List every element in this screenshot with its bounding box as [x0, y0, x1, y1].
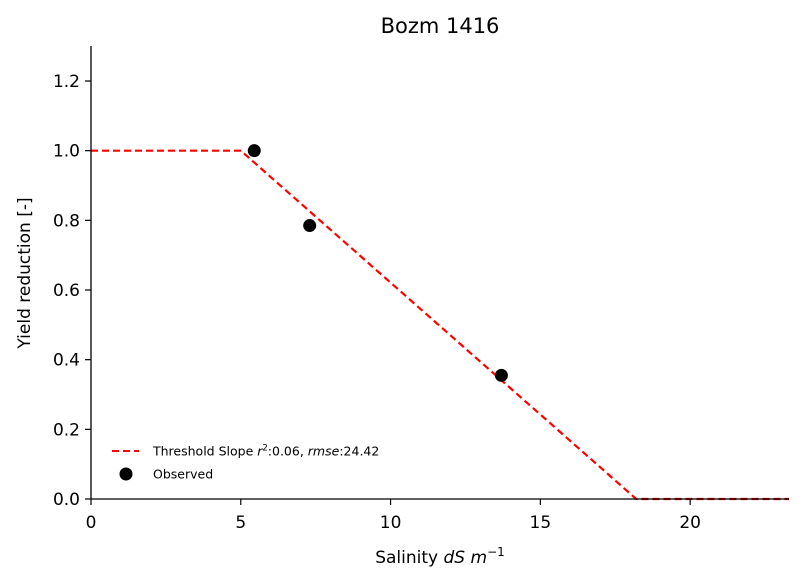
y-tick-label: 0.0 — [53, 490, 80, 510]
x-axis-label-prefix: Salinity — [375, 548, 443, 568]
legend-label-r-exponent: 2 — [262, 444, 267, 454]
x-axis-label-exponent: −1 — [487, 545, 505, 559]
x-axis-label-variable: dS m — [444, 548, 488, 568]
x-tick-label: 10 — [380, 513, 402, 533]
y-axis-label: Yield reduction [-] — [15, 197, 35, 349]
legend-label-r-value: :0.06, — [268, 444, 308, 459]
x-tick-label: 5 — [235, 513, 246, 533]
y-tick-label: 1.2 — [53, 72, 80, 92]
legend-label-rmse: rmse — [308, 444, 340, 459]
legend-label-r: r — [257, 444, 263, 459]
x-tick-label: 20 — [679, 513, 701, 533]
legend-label-prefix: Threshold Slope — [152, 444, 257, 459]
observed-point — [494, 368, 508, 382]
observed-point — [303, 219, 317, 233]
y-tick-label: 1.0 — [53, 142, 80, 162]
y-tick-label: 0.4 — [53, 351, 80, 371]
y-tick-label: 0.8 — [53, 211, 80, 231]
y-tick-label: 0.6 — [53, 281, 80, 301]
legend-label-threshold-slope: Threshold Slope r2:0.06, rmse:24.42 — [152, 444, 379, 459]
x-axis-label: Salinity dS m−1 — [375, 545, 505, 568]
y-tick-label: 0.2 — [53, 420, 80, 440]
legend-label-observed: Observed — [153, 467, 213, 482]
legend-marker-swatch — [119, 467, 133, 481]
observed-point — [247, 144, 261, 158]
legend: Threshold Slope r2:0.06, rmse:24.42 Obse… — [112, 444, 379, 482]
x-tick-label: 0 — [86, 513, 97, 533]
chart-title: Bozm 1416 — [381, 14, 500, 38]
x-tick-label: 15 — [530, 513, 552, 533]
x-axis-ticks: 0 5 10 15 20 — [86, 499, 701, 533]
legend-label-rmse-value: :24.42 — [339, 444, 379, 459]
y-axis-ticks: 0.0 0.2 0.4 0.6 0.8 1.0 1.2 — [53, 72, 91, 510]
